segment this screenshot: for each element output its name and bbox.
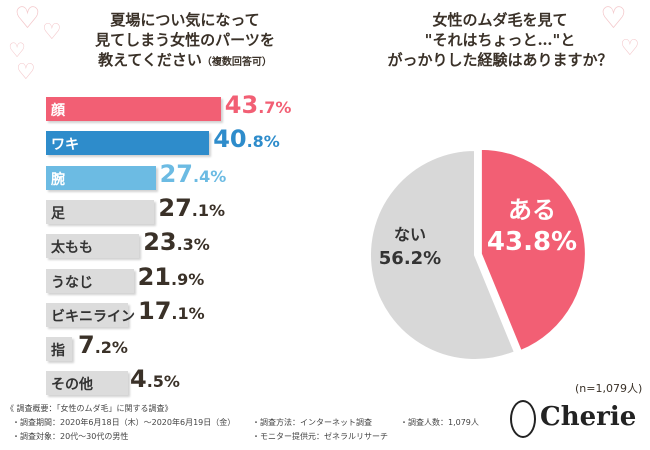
title-line: 女性のムダ毛を見て	[432, 11, 568, 29]
value-label: 21.9%	[138, 263, 205, 291]
brand-seal-icon	[510, 400, 536, 438]
title-line: 夏場につい気になって	[110, 11, 260, 29]
title-line: がっかりした経験はありますか？	[387, 51, 613, 69]
value-int: 27	[158, 193, 192, 222]
value-label: 43.7%	[225, 91, 292, 119]
value-dec: .2%	[94, 338, 128, 358]
bar-label: うなじ	[51, 274, 93, 291]
heart-decoration-icon: ♡	[600, 1, 627, 36]
value-int: 21	[137, 262, 171, 291]
value-dec: .3%	[176, 235, 210, 255]
value-int: 4	[130, 365, 147, 394]
bar	[46, 371, 128, 396]
pie-slice-no	[369, 148, 517, 361]
value-dec: .8%	[246, 132, 280, 152]
value-label: 4.5%	[130, 365, 180, 393]
bar-label: ワキ	[51, 137, 79, 154]
heart-decoration-icon: ♡	[14, 1, 41, 36]
title-line: 教えてください	[98, 51, 202, 69]
bar-label: 指	[51, 343, 65, 360]
heart-decoration-icon: ♡	[16, 60, 36, 85]
heart-decoration-icon: ♡	[620, 36, 640, 61]
value-label: 27.4%	[160, 160, 227, 188]
value-int: 40	[213, 125, 247, 154]
bar	[46, 302, 128, 327]
title-line: 見てしまう女性のパーツを	[95, 31, 275, 49]
bar	[46, 199, 155, 224]
bar	[46, 337, 72, 362]
footer-method: ・調査方法：インターネット調査	[252, 418, 372, 427]
bar-label: 顔	[51, 103, 65, 119]
value-label: 23.3%	[143, 228, 210, 256]
sample-size: (n=1,079人)	[575, 382, 643, 395]
brand-logo: Cherie	[540, 402, 637, 432]
left-chart-title: 夏場につい気になって 見てしまう女性のパーツを 教えてください（複数回答可）	[70, 10, 300, 73]
bar-label: ビキニライン	[51, 308, 135, 325]
value-dec: .5%	[146, 372, 180, 392]
value-label: 27.1%	[158, 194, 225, 222]
value-dec: .1%	[191, 200, 226, 220]
value-label: 7.2%	[78, 331, 128, 359]
bar	[46, 97, 221, 121]
heart-decoration-icon: ♡	[8, 38, 26, 62]
value-dec: .7%	[258, 98, 292, 117]
value-int: 27	[159, 159, 193, 188]
value-label: 17.1%	[138, 297, 205, 325]
heart-decoration-icon: ♡	[42, 20, 62, 45]
value-int: 43	[224, 91, 259, 119]
footer-target: ・調査対象：20代～30代の男性	[12, 432, 129, 441]
pie-label_value: 56.2%	[379, 248, 441, 269]
pie-slice-yes	[479, 147, 587, 353]
value-int: 7	[78, 331, 95, 360]
footer-count: ・調査人数：1,079人	[400, 418, 479, 427]
bar	[46, 131, 210, 156]
title-line: "それはちょっと…"と	[424, 31, 576, 49]
pie-label_value: 43.8%	[487, 227, 577, 257]
footer-provider: ・モニター提供元：ゼネラルリサーチ	[252, 432, 388, 441]
footer-heading: 《 調査概要：「女性のムダ毛」に関する調査》	[6, 404, 173, 413]
value-int: 17	[138, 296, 172, 325]
right-chart-title: 女性のムダ毛を見て "それはちょっと…"と がっかりした経験はありますか？	[360, 10, 640, 70]
bar	[46, 268, 134, 293]
pie-label: ある	[508, 196, 556, 224]
bar-label: その他	[51, 377, 93, 394]
bar	[46, 234, 140, 259]
value-int: 23	[143, 228, 177, 257]
title-note: （複数回答可）	[201, 57, 272, 68]
pie-label: ない	[394, 225, 426, 244]
value-label: 40.8%	[213, 125, 280, 153]
value-dec: .1%	[171, 303, 205, 323]
bar-label: 太もも	[51, 240, 93, 257]
bar	[46, 165, 156, 190]
footer-period: ・調査期間：2020年6月18日（木）～2020年6月19日（金）	[12, 418, 236, 427]
bar-label: 腕	[51, 171, 65, 188]
value-dec: .9%	[171, 269, 205, 289]
value-dec: .4%	[193, 166, 227, 186]
bar-label: 足	[51, 205, 65, 222]
